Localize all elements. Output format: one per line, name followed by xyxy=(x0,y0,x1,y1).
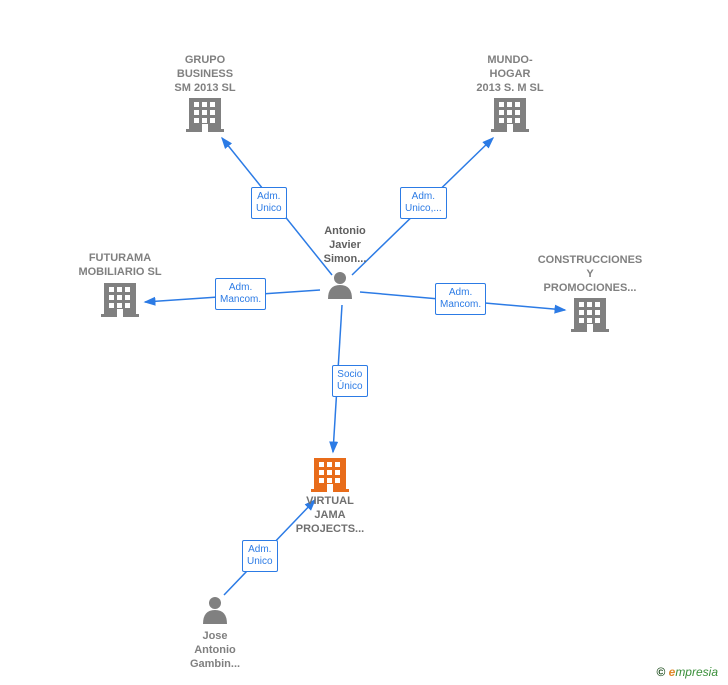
node-label: MUNDO- HOGAR 2013 S. M SL xyxy=(445,54,575,95)
node-label: FUTURAMA MOBILIARIO SL xyxy=(55,252,185,280)
node-label: GRUPO BUSINESS SM 2013 SL xyxy=(140,54,270,95)
node-label: VIRTUAL JAMA PROJECTS... xyxy=(265,495,395,536)
diagram-svg xyxy=(0,0,728,685)
edge-label-box: Adm. Unico xyxy=(242,540,278,572)
building-icon[interactable] xyxy=(311,458,349,492)
person-icon-center[interactable] xyxy=(328,272,352,299)
node-label: CONSTRUCCIONES Y PROMOCIONES... xyxy=(525,254,655,295)
building-icon[interactable] xyxy=(571,298,609,332)
watermark: © empresia xyxy=(656,665,718,679)
building-icon[interactable] xyxy=(186,98,224,132)
edge-label-box: Adm. Mancom. xyxy=(435,283,486,315)
edge-label-box: Socio Único xyxy=(332,365,368,397)
copyright-symbol: © xyxy=(656,665,665,679)
edge-label-box: Adm. Unico xyxy=(251,187,287,219)
edge-label-box: Adm. Unico,... xyxy=(400,187,447,219)
building-icon[interactable] xyxy=(101,283,139,317)
person-icon[interactable] xyxy=(203,597,227,624)
brand-rest: mpresia xyxy=(675,665,718,679)
center-person-label: Antonio Javier Simon... xyxy=(310,225,380,266)
node-label: Jose Antonio Gambin... xyxy=(150,630,280,671)
edge-label-box: Adm. Mancom. xyxy=(215,278,266,310)
building-icon[interactable] xyxy=(491,98,529,132)
